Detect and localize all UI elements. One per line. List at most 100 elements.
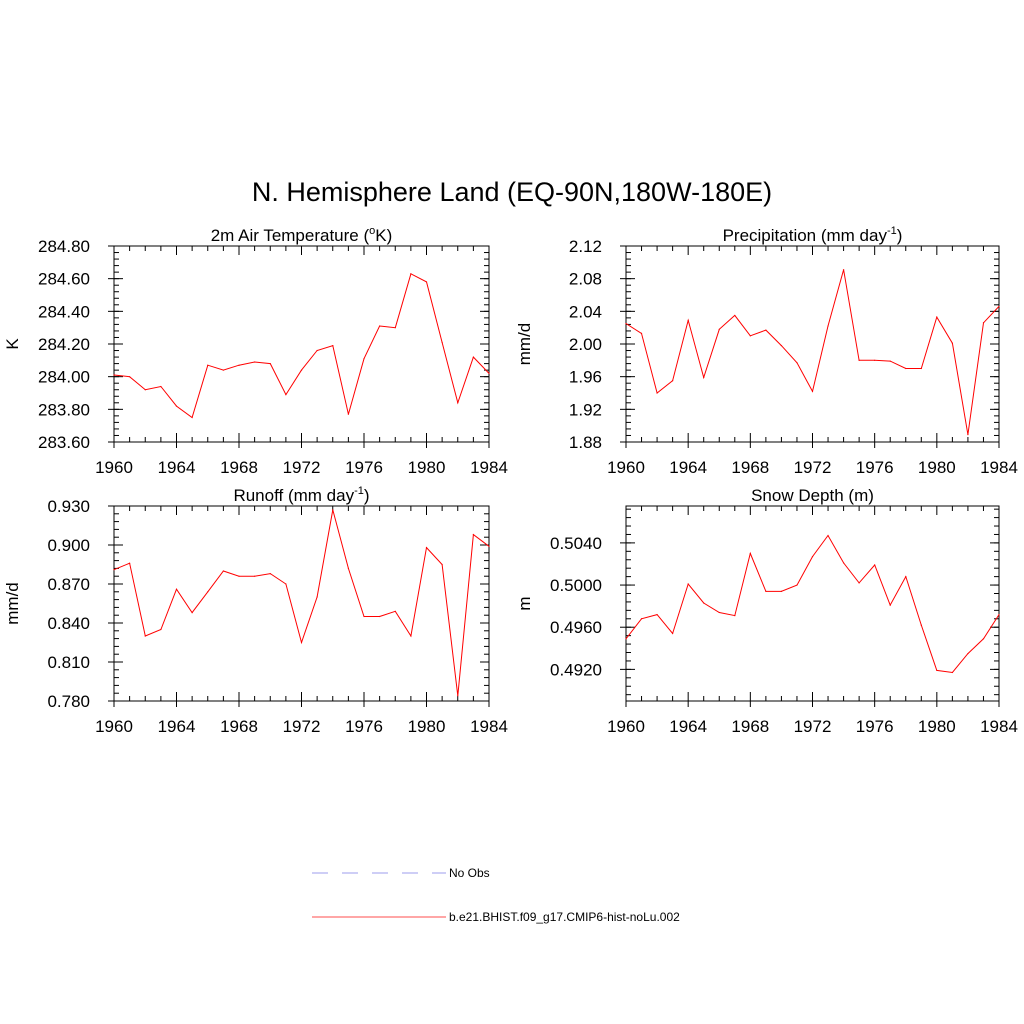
x-tick-label: 1980 [408,717,446,736]
data-point [811,390,814,392]
y-tick-label: 2.00 [569,335,602,354]
data-point [905,367,907,370]
data-point [457,695,459,697]
y-tick-label: 284.80 [38,237,90,256]
x-tick-label: 1968 [220,458,258,477]
x-tick-label: 1968 [731,458,769,477]
data-point [936,669,938,672]
x-tick-label: 1980 [408,458,446,477]
x-tick-label: 1976 [856,717,894,736]
x-tick-label: 1972 [794,458,832,477]
panel-title: Snow Depth (m) [751,486,874,505]
data-point [488,372,490,374]
x-tick-label: 1984 [470,717,508,736]
data-point [889,604,891,606]
data-point [160,628,162,631]
y-tick-label: 0.5000 [550,576,602,595]
data-point [703,376,705,379]
y-tick-label: 0.840 [47,614,90,633]
y-tick-label: 284.20 [38,335,90,354]
y-tick-label: 0.930 [47,497,90,516]
data-point [269,363,271,365]
panel-title-superscript: -1 [354,485,364,497]
panel-title-main: Snow Depth (m) [751,486,874,505]
data-point [687,583,689,585]
data-point [718,611,720,614]
data-point [316,349,318,352]
data-point [379,325,381,327]
plot-frame [113,245,490,443]
data-point [175,405,178,407]
y-axis-label: mm/d [3,582,22,625]
y-tick-label: 0.4920 [550,660,602,679]
data-point [858,359,860,361]
x-tick-label: 1964 [158,717,196,736]
data-point [441,341,443,343]
data-point [827,534,829,537]
y-tick-label: 0.5040 [550,534,602,553]
panel-title: Runoff (mm day-1) [233,485,369,505]
y-tick-label: 2.04 [569,302,602,321]
x-tick-label: 1980 [918,458,956,477]
data-point [425,281,428,283]
legend-label-no-obs: No Obs [449,866,490,880]
y-tick-label: 284.40 [38,302,90,321]
data-point [967,434,969,436]
y-tick-label: 0.870 [47,575,90,594]
data-point [842,562,845,564]
data-point [874,359,876,361]
data-point [749,335,751,337]
x-tick-label: 1960 [607,717,645,736]
data-point [457,402,459,404]
data-point [144,389,146,391]
data-point [920,367,922,370]
x-tick-label: 1968 [220,717,258,736]
data-point [780,345,783,347]
x-tick-label: 1972 [283,717,321,736]
panel-title-main: Runoff (mm day [233,486,354,505]
data-point [982,322,985,324]
data-point [254,575,256,577]
data-point [160,385,162,388]
data-point [410,635,412,637]
series-line [625,269,1000,435]
data-point [363,358,365,360]
data-point [765,329,767,331]
x-tick-label: 1976 [856,458,894,477]
data-point [472,356,474,358]
data-point [129,376,131,378]
x-tick-label: 1984 [980,717,1018,736]
data-point [285,394,287,396]
data-point [238,364,240,366]
data-point [874,564,876,566]
data-point [144,635,146,637]
panel-air-temperature: 2m Air Temperature (oK) 1960 1964 1968 1972 1… [3,225,508,477]
y-tick-label: 2.08 [569,270,602,289]
data-point [254,361,256,363]
panel-title: 2m Air Temperature (oK) [211,225,393,245]
series-line [113,509,490,696]
data-point [982,638,985,640]
data-point [316,596,318,598]
x-tick-label: 1964 [158,458,196,477]
data-point [640,332,643,334]
data-point [410,273,412,275]
data-point [765,590,767,592]
data-point [703,602,705,604]
x-tick-label: 1964 [669,717,707,736]
data-point [207,364,209,366]
data-point [347,567,349,570]
data-point [718,328,720,330]
panel-title-suffix: ) [364,486,370,505]
data-point [425,547,428,549]
x-tick-label: 1964 [669,458,707,477]
data-point [285,583,287,585]
y-tick-label: 2.12 [569,237,602,256]
data-point [238,575,240,577]
legend: No Obs b.e21.BHIST.f09_g17.CMIP6-hist-no… [312,866,680,924]
data-point [347,413,349,415]
data-point [656,613,658,616]
data-point [687,319,689,321]
data-point [734,314,736,317]
data-point [191,612,193,614]
